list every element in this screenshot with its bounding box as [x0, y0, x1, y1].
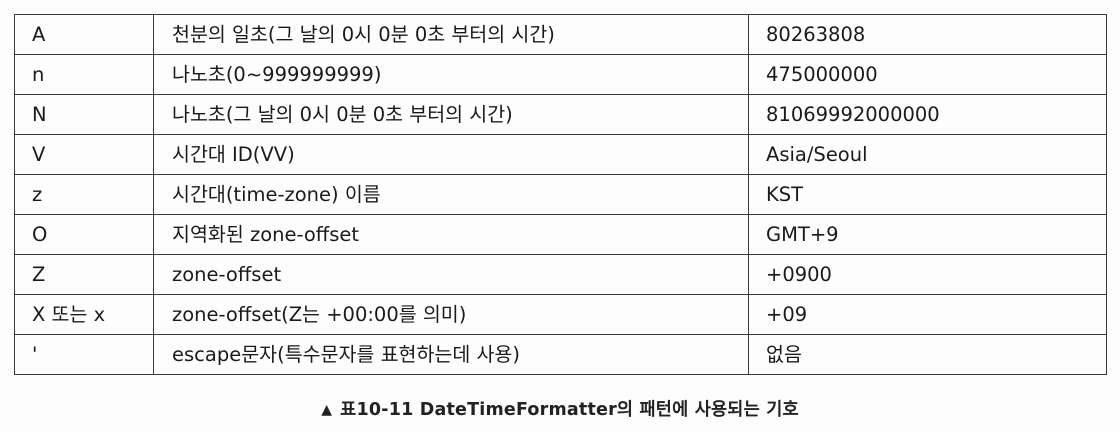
symbol-cell: O: [14, 214, 154, 255]
table-row: n 나노초(0~999999999) 475000000: [14, 54, 1107, 95]
table-row: ' escape문자(특수문자를 표현하는데 사용) 없음: [14, 334, 1107, 375]
table-row: z 시간대(time-zone) 이름 KST: [14, 174, 1107, 215]
description-cell: 지역화된 zone-offset: [153, 214, 749, 255]
example-cell: GMT+9: [748, 214, 1107, 255]
symbol-cell: N: [14, 94, 154, 135]
description-cell: 천분의 일초(그 날의 0시 0분 0초 부터의 시간): [153, 14, 749, 55]
description-cell: zone-offset(Z는 +00:00를 의미): [153, 294, 749, 335]
example-cell: 없음: [748, 334, 1107, 375]
description-cell: 나노초(그 날의 0시 0분 0초 부터의 시간): [153, 94, 749, 135]
table-row: Z zone-offset +0900: [14, 254, 1107, 295]
example-cell: KST: [748, 174, 1107, 215]
example-cell: 80263808: [748, 14, 1107, 55]
example-cell: +0900: [748, 254, 1107, 295]
caption-text: 표10-11 DateTimeFormatter의 패턴에 사용되는 기호: [340, 400, 799, 420]
description-cell: 시간대 ID(VV): [153, 134, 749, 175]
table-row: X 또는 x zone-offset(Z는 +00:00를 의미) +09: [14, 294, 1107, 335]
example-cell: 475000000: [748, 54, 1107, 95]
description-cell: 나노초(0~999999999): [153, 54, 749, 95]
symbol-cell: Z: [14, 254, 154, 295]
description-cell: escape문자(특수문자를 표현하는데 사용): [153, 334, 749, 375]
table-row: N 나노초(그 날의 0시 0분 0초 부터의 시간) 810699920000…: [14, 94, 1107, 135]
symbol-cell: A: [14, 14, 154, 55]
example-cell: Asia/Seoul: [748, 134, 1107, 175]
triangle-marker-icon: ▲: [321, 402, 333, 418]
pattern-symbol-table: A 천분의 일초(그 날의 0시 0분 0초 부터의 시간) 80263808 …: [14, 14, 1107, 375]
table-row: A 천분의 일초(그 날의 0시 0분 0초 부터의 시간) 80263808: [14, 14, 1107, 55]
symbol-cell: z: [14, 174, 154, 215]
example-cell: 81069992000000: [748, 94, 1107, 135]
symbol-cell: V: [14, 134, 154, 175]
table-row: V 시간대 ID(VV) Asia/Seoul: [14, 134, 1107, 175]
table-row: O 지역화된 zone-offset GMT+9: [14, 214, 1107, 255]
table-caption: ▲ 표10-11 DateTimeFormatter의 패턴에 사용되는 기호: [0, 396, 1120, 421]
description-cell: 시간대(time-zone) 이름: [153, 174, 749, 215]
example-cell: +09: [748, 294, 1107, 335]
symbol-cell: ': [14, 334, 154, 375]
symbol-cell: X 또는 x: [14, 294, 154, 335]
description-cell: zone-offset: [153, 254, 749, 295]
symbol-cell: n: [14, 54, 154, 95]
